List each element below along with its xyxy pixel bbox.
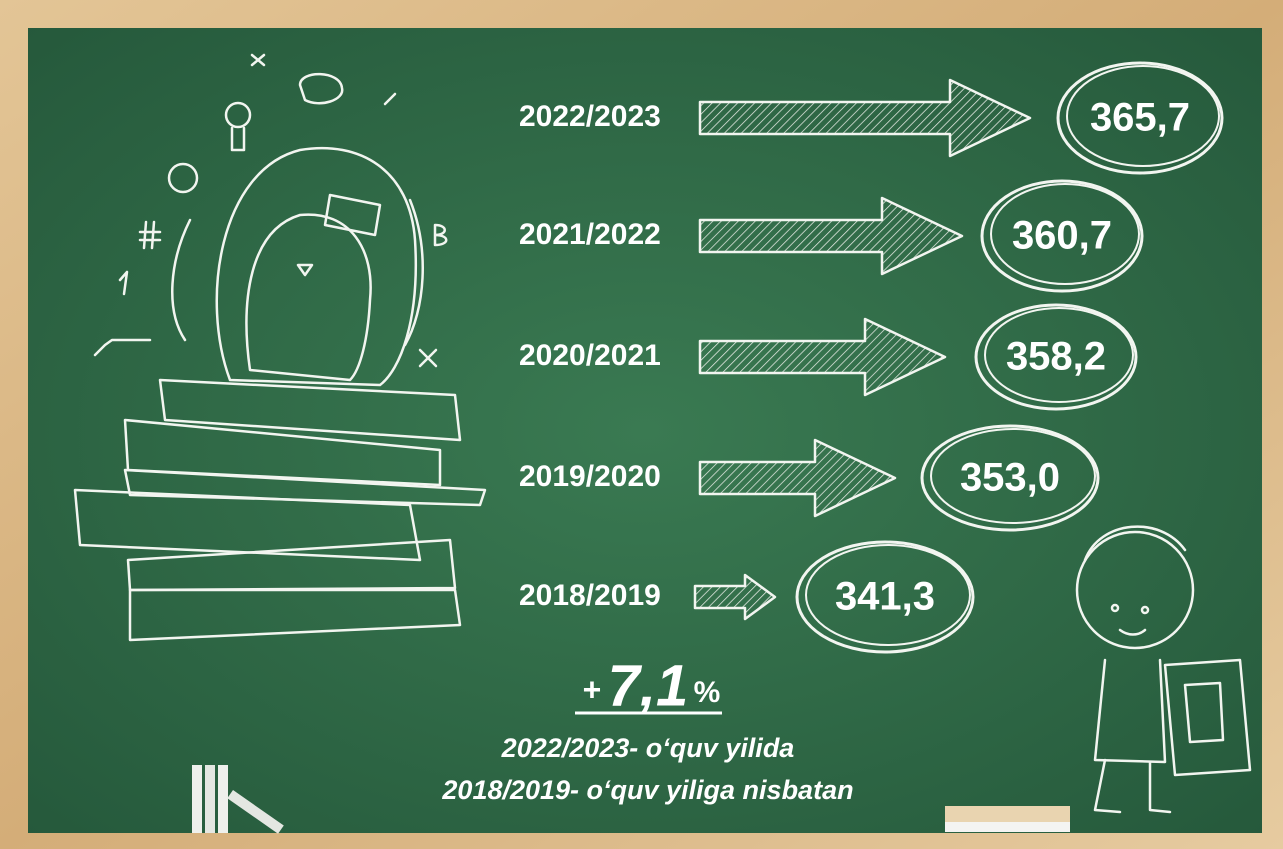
- change-number: 7,1: [608, 653, 689, 718]
- value-label: 341,3: [835, 575, 935, 619]
- doodles: [93, 53, 448, 368]
- chalk-sticks: [192, 765, 284, 834]
- value-oval: [974, 303, 1138, 411]
- arrow: [698, 78, 1032, 158]
- value-oval: [1066, 65, 1220, 167]
- value-oval: [980, 179, 1144, 293]
- value-oval: [795, 540, 975, 654]
- value-oval: [984, 307, 1134, 403]
- books-drawing: [73, 378, 487, 642]
- arrow: [698, 317, 947, 397]
- boy-drawing: [1075, 525, 1252, 814]
- value-label: 358,2: [1006, 335, 1106, 379]
- year-label: 2022/2023: [519, 100, 661, 133]
- arrow: [693, 573, 777, 621]
- arrow: [698, 438, 897, 518]
- value-label: 353,0: [960, 456, 1060, 500]
- arrow: [698, 196, 964, 276]
- value-label: 365,7: [1090, 96, 1190, 140]
- year-label: 2018/2019: [519, 579, 661, 612]
- value-oval: [920, 424, 1100, 532]
- value-oval: [1056, 61, 1224, 175]
- value-oval: [930, 428, 1096, 524]
- change-unit: %: [694, 676, 721, 709]
- eraser: [945, 806, 1070, 832]
- change-sign: +: [583, 671, 602, 707]
- rows: 2022/2023 365,7 2021/2022 360,7 2020/2021 358…: [519, 61, 1224, 654]
- value-oval: [990, 183, 1140, 285]
- year-label: 2021/2022: [519, 218, 661, 251]
- backpack-drawing: [171, 146, 424, 387]
- year-label: 2020/2021: [519, 339, 661, 372]
- caption-line: 2022/2023- oʻquv yilida: [501, 733, 795, 763]
- year-label: 2019/2020: [519, 460, 661, 493]
- caption-line: 2018/2019- oʻquv yiliga nisbatan: [441, 775, 853, 805]
- value-label: 360,7: [1012, 214, 1112, 258]
- value-oval: [805, 544, 971, 646]
